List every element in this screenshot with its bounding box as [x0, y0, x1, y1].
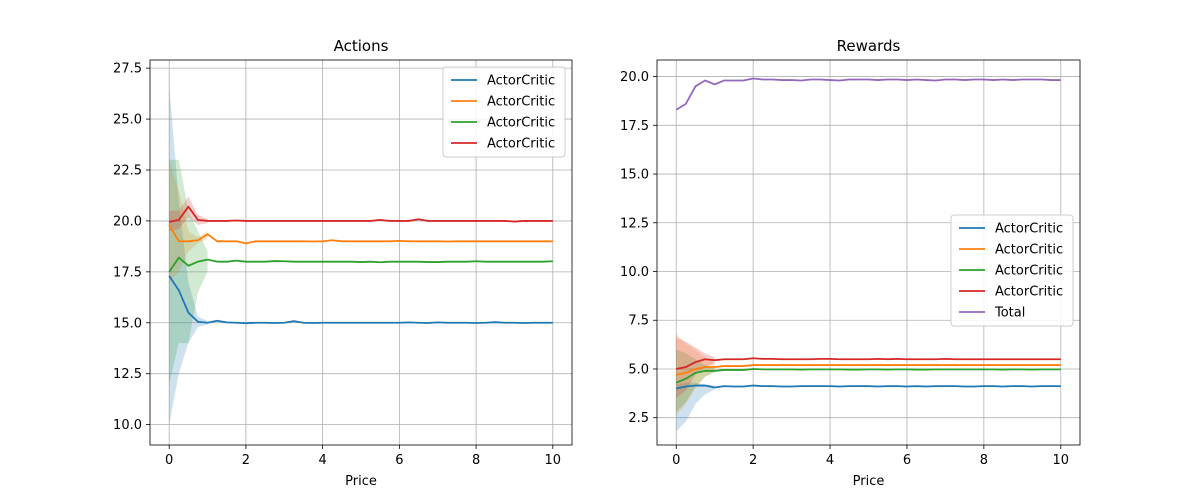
actions-xlabel: Price	[345, 474, 377, 489]
actions-ticks: 0 2 4 6 8 10 10.0 12.5 15.0 17.5 20.0 22.5 25.0 27.5	[113, 62, 561, 468]
actions-series-line-0	[168, 275, 553, 325]
actions-axes-frame	[149, 59, 573, 446]
rewards-legend-label-2: ActorCritic	[995, 264, 1063, 279]
actions-legend: ActorCritic ActorCritic ActorCritic ActorCr…	[442, 66, 566, 158]
rewards-xlabel: Price	[853, 474, 885, 489]
actions-ytick-label: 25.0	[113, 113, 142, 128]
actions-xtick-label: 6	[395, 453, 403, 468]
rewards-series-line-1	[676, 364, 1061, 376]
actions-panel: Actions Price 0 2 4 6 8 10 10.0 12.5 15.0 17.5 20.…	[113, 37, 573, 489]
rewards-legend: ActorCritic ActorCritic ActorCritic ActorCr…	[950, 214, 1074, 327]
rewards-legend-box	[950, 214, 1074, 327]
actions-xtick-label: 0	[165, 453, 173, 468]
rewards-ytick-label: 20.0	[620, 70, 649, 85]
actions-ytick-label: 22.5	[113, 164, 142, 179]
rewards-legend-label-1: ActorCritic	[995, 243, 1063, 258]
rewards-series-line-3	[676, 357, 1061, 370]
rewards-legend-label-4: Total	[994, 306, 1025, 321]
rewards-band-1	[676, 333, 715, 416]
rewards-series-line-0	[676, 384, 1061, 390]
rewards-ytick-label: 10.0	[620, 265, 649, 280]
rewards-plot-area	[675, 77, 1061, 432]
rewards-series-line-4	[675, 77, 1061, 111]
actions-xtick-label: 2	[242, 453, 250, 468]
actions-ytick-label: 20.0	[113, 214, 142, 229]
rewards-xtick-label: 4	[826, 453, 834, 468]
rewards-xtick-label: 0	[672, 453, 680, 468]
actions-series-line-3	[168, 205, 553, 223]
rewards-ytick-label: 7.5	[628, 314, 649, 329]
actions-band-0	[169, 84, 208, 425]
actions-ytick-label: 12.5	[113, 367, 142, 382]
actions-xtick-label: 10	[545, 453, 562, 468]
actions-ytick-label: 27.5	[113, 62, 142, 77]
rewards-ytick-label: 5.0	[628, 362, 649, 377]
rewards-series-line-2	[675, 368, 1061, 384]
rewards-panel: Rewards Price 0 2 4 6 8 10 2.5 5.0 7.5 10.0 12.5 15…	[620, 37, 1081, 489]
actions-legend-box	[442, 66, 566, 158]
rewards-title: Rewards	[837, 37, 901, 55]
actions-ytick-label: 15.0	[113, 316, 142, 331]
actions-ytick-label: 10.0	[113, 418, 142, 433]
rewards-band-0	[676, 382, 715, 432]
actions-legend-label-2: ActorCritic	[487, 116, 555, 131]
rewards-band-2	[676, 349, 715, 412]
rewards-ticks: 0 2 4 6 8 10 2.5 5.0 7.5 10.0 12.5 15.0 17.5 20.0	[620, 70, 1069, 468]
rewards-band-3	[676, 337, 715, 399]
rewards-ytick-label: 15.0	[620, 168, 649, 183]
actions-band-2	[169, 159, 208, 384]
rewards-legend-label-0: ActorCritic	[995, 222, 1063, 237]
rewards-xtick-label: 6	[903, 453, 911, 468]
actions-xtick-label: 4	[318, 453, 326, 468]
rewards-ytick-label: 2.5	[628, 411, 649, 426]
rewards-xtick-label: 8	[980, 453, 988, 468]
actions-legend-label-3: ActorCritic	[487, 137, 555, 152]
actions-plot-area	[168, 84, 553, 425]
rewards-ytick-label: 17.5	[620, 119, 649, 134]
actions-title: Actions	[334, 37, 389, 55]
actions-series-line-2	[168, 256, 553, 273]
rewards-ytick-label: 12.5	[620, 216, 649, 231]
rewards-xtick-label: 10	[1052, 453, 1069, 468]
rewards-xtick-label: 2	[749, 453, 757, 468]
actions-band-3	[169, 196, 208, 232]
actions-legend-label-0: ActorCritic	[487, 74, 555, 89]
actions-series-line-1	[168, 224, 553, 245]
actions-legend-label-1: ActorCritic	[487, 95, 555, 110]
actions-band-1	[169, 159, 208, 283]
rewards-legend-label-3: ActorCritic	[995, 285, 1063, 300]
rewards-axes-frame	[656, 59, 1081, 446]
actions-xtick-label: 8	[472, 453, 480, 468]
actions-ytick-label: 17.5	[113, 265, 142, 280]
